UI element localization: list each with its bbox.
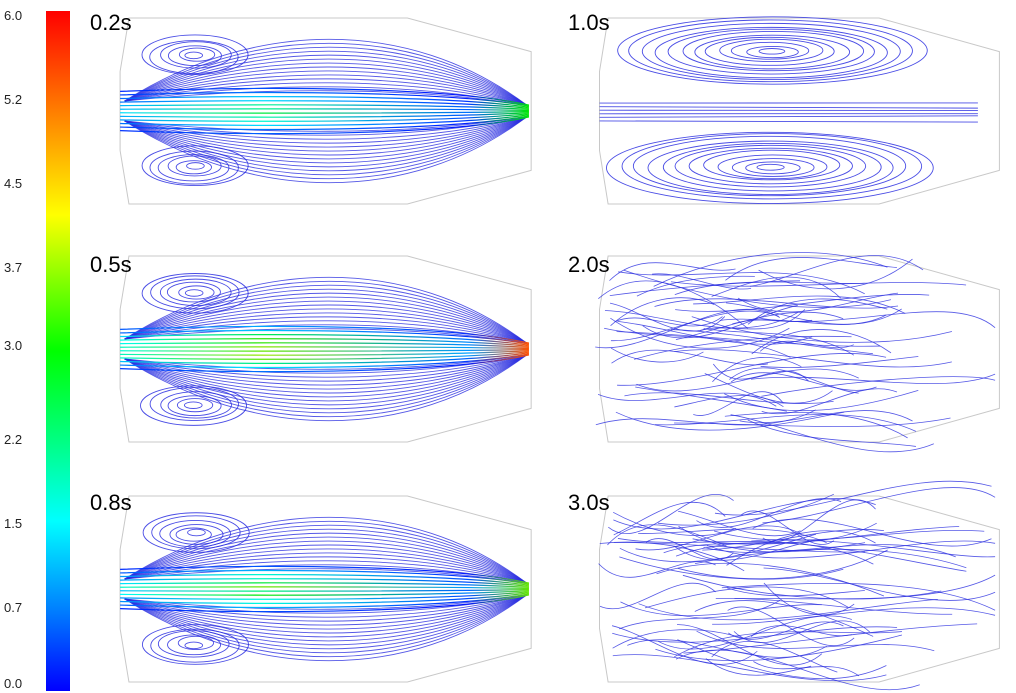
panel-time-label: 0.8s xyxy=(90,490,132,515)
streamlines xyxy=(120,34,530,186)
domain-outline xyxy=(599,17,1000,205)
streamline-panel xyxy=(598,480,1000,691)
streamline-panel xyxy=(119,255,532,443)
colorbar-tick: 3.0 xyxy=(4,338,23,353)
streamlines xyxy=(120,512,530,665)
domain-outline xyxy=(119,17,532,205)
streamlines xyxy=(595,252,996,453)
domain-outline xyxy=(119,255,532,443)
domain-outline xyxy=(599,495,1000,683)
streamline-panel xyxy=(119,17,532,205)
velocity-colorbar xyxy=(46,11,70,691)
streamlines xyxy=(120,273,530,426)
panel-time-label: 1.0s xyxy=(568,10,610,35)
colorbar-tick: 4.5 xyxy=(4,176,23,191)
streamlines xyxy=(599,16,978,205)
panel-time-label: 2.0s xyxy=(568,252,610,277)
streamlines xyxy=(598,480,996,691)
colorbar-tick: 6.0 xyxy=(4,8,23,23)
colorbar-tick: 5.2 xyxy=(4,92,23,107)
colorbar-tick: 2.2 xyxy=(4,432,23,447)
colorbar-tick: 0.0 xyxy=(4,676,23,691)
panel-time-label: 3.0s xyxy=(568,490,610,515)
colorbar-tick: 0.7 xyxy=(4,600,23,615)
domain-outline xyxy=(599,255,1000,443)
streamline-panel xyxy=(599,16,1000,205)
domain-outline xyxy=(119,495,532,683)
panel-time-label: 0.2s xyxy=(90,10,132,35)
colorbar-tick: 1.5 xyxy=(4,516,23,531)
streamline-panel xyxy=(119,495,532,683)
colorbar-tick: 3.7 xyxy=(4,260,23,275)
streamline-panel xyxy=(595,252,1000,453)
panel-time-label: 0.5s xyxy=(90,252,132,277)
